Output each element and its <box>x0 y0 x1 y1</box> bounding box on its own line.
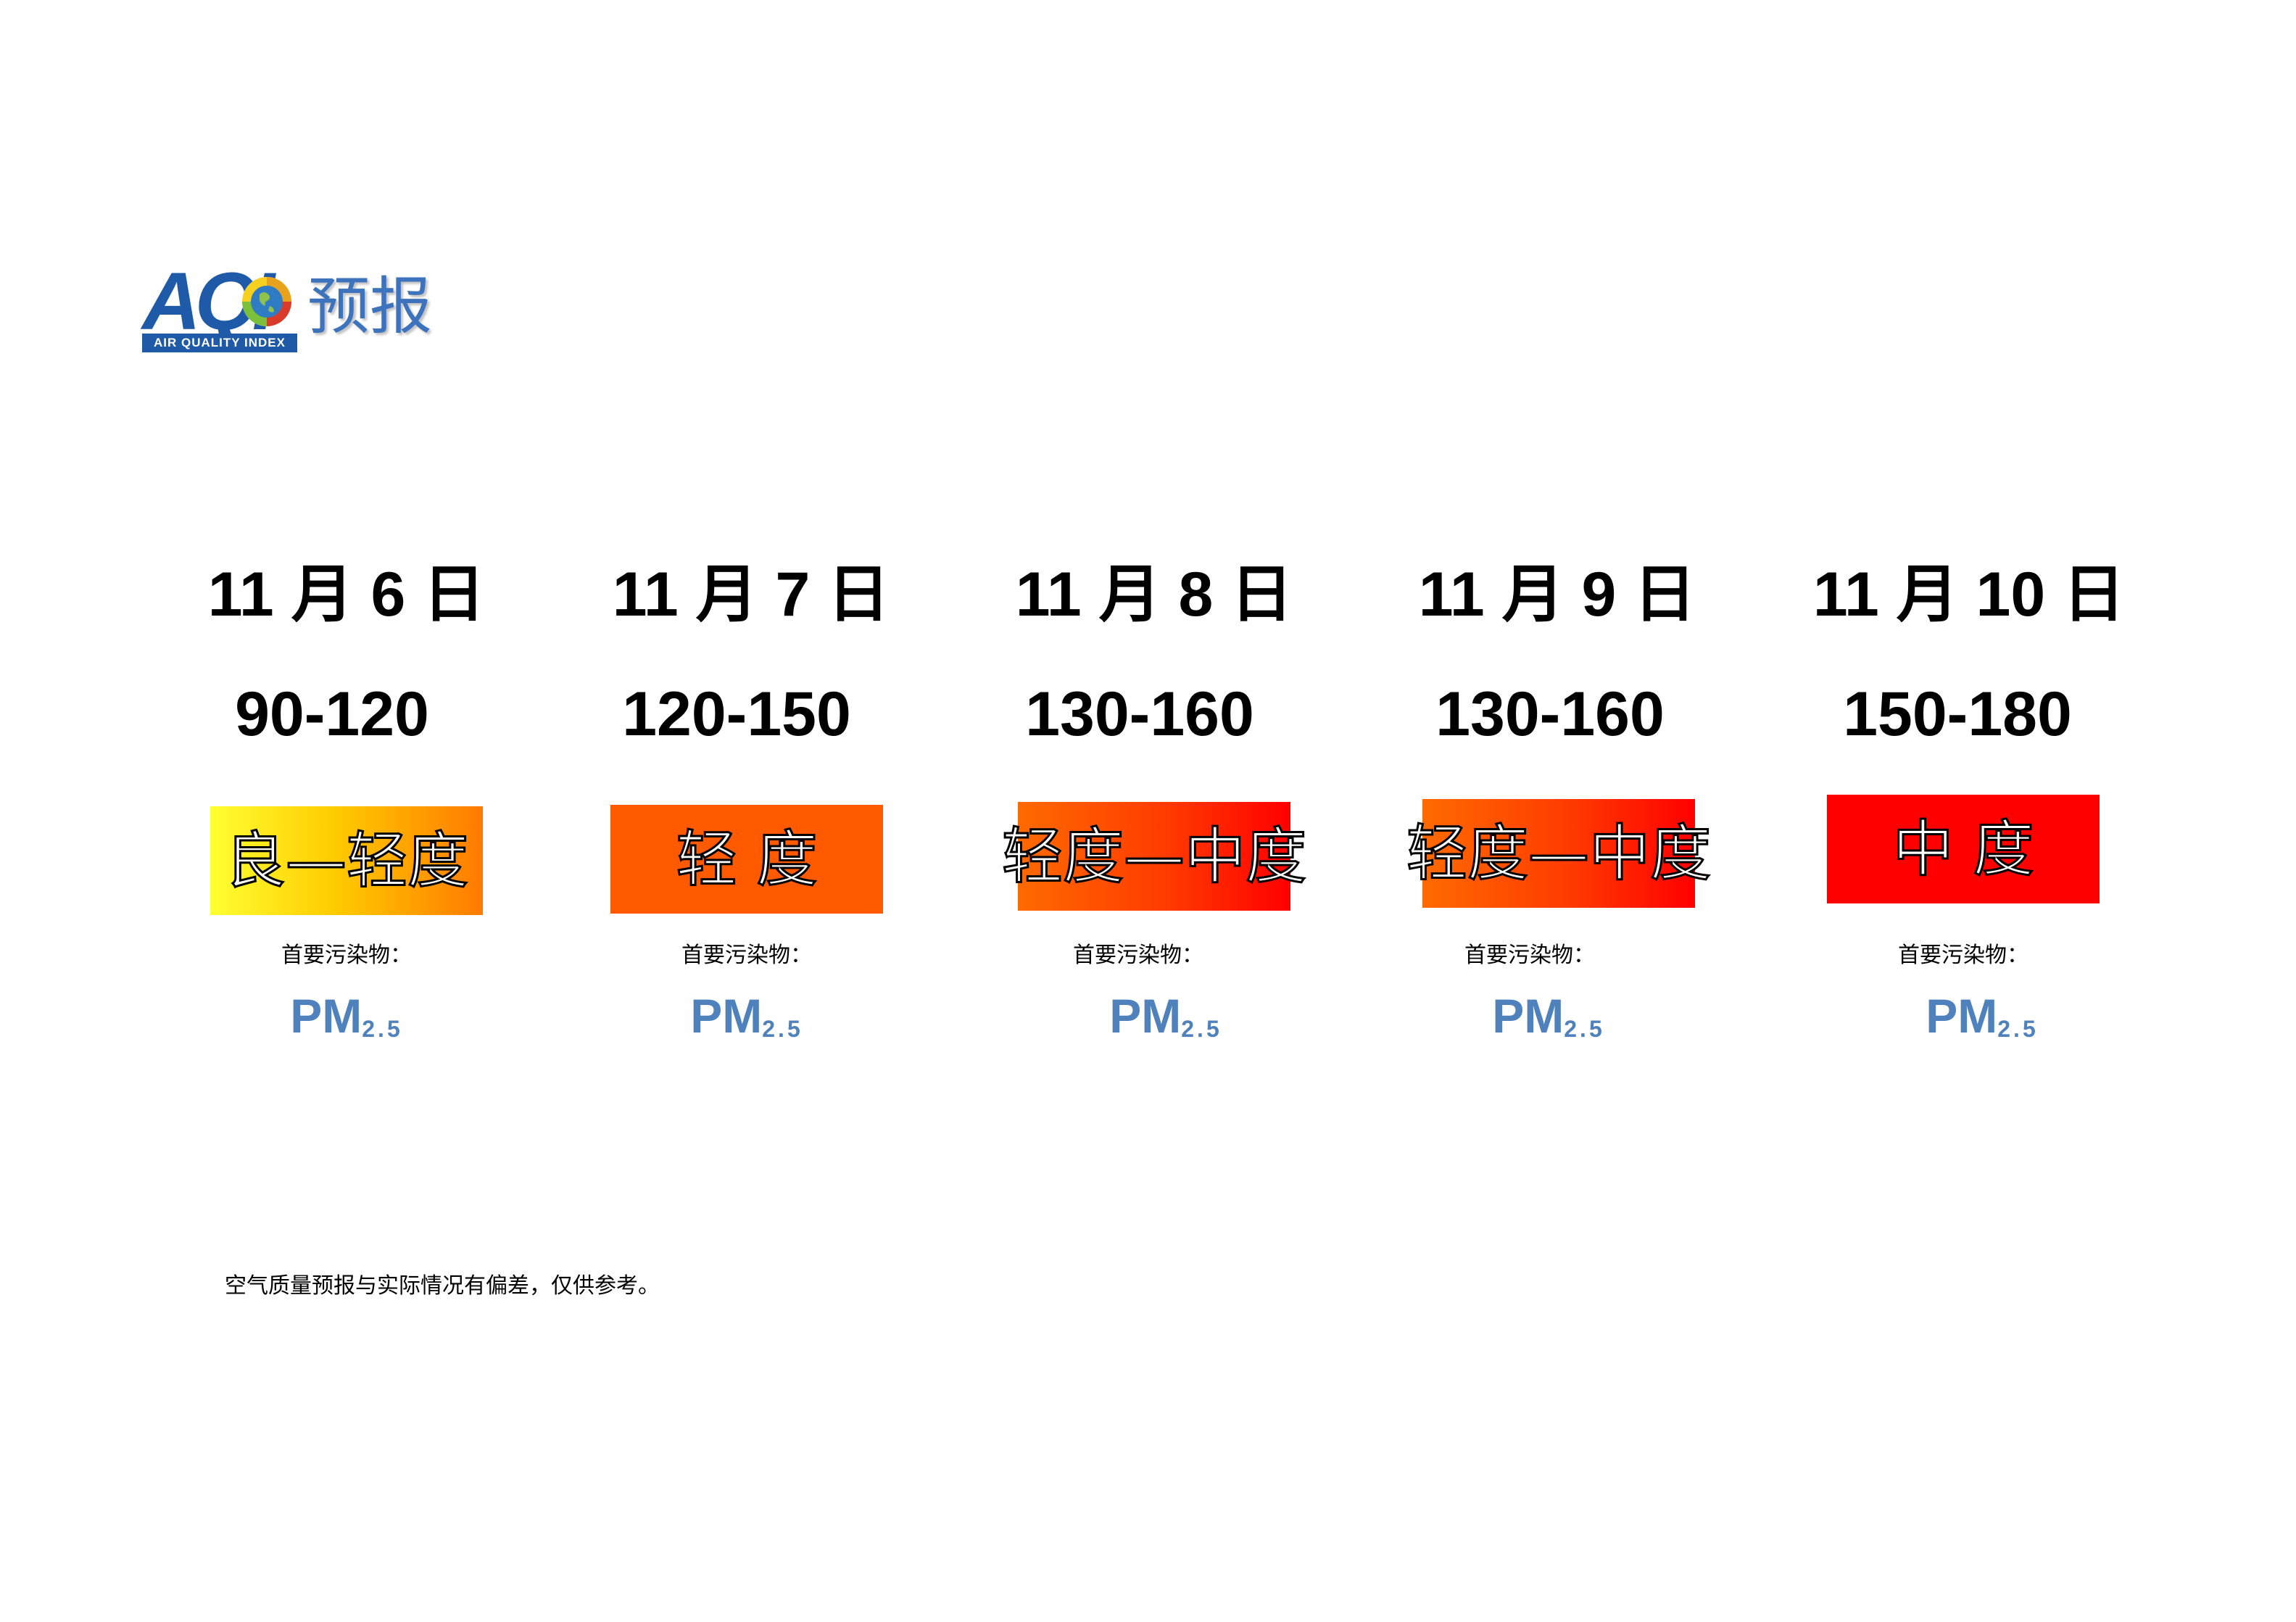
level-text: 轻 度 <box>675 823 818 896</box>
forecast-date: 11 月 7 日 <box>612 560 890 629</box>
aqi-range: 150-180 <box>1843 679 2072 749</box>
forecast-day-1: 11 月 6 日 90-120 良—轻度 首要污染物： PM2.5 <box>180 0 586 1088</box>
forecast-day-4: 11 月 9 日 130-160 轻度—中度 首要污染物： PM2.5 <box>1391 0 1796 1088</box>
level-text: 良—轻度 <box>223 824 469 898</box>
logo-strip: AIR QUALITY INDEX <box>142 334 297 352</box>
pollutant-value: PM2.5 <box>210 983 483 1057</box>
pollutant-label: 首要污染物： <box>1898 943 2028 968</box>
level-text: 中 度 <box>1891 813 2035 886</box>
aqi-logo: AQI AIR QUALITY INDEX 预报 <box>142 261 447 355</box>
pollutant-label: 首要污染物： <box>681 943 812 968</box>
pollutant-sub: 2.5 <box>1181 1016 1222 1042</box>
forecast-date: 11 月 9 日 <box>1418 560 1696 629</box>
pollutant-sub: 2.5 <box>1997 1016 2039 1042</box>
forecast-day-3: 11 月 8 日 130-160 轻度—中度 首要污染物： PM2.5 <box>987 0 1393 1088</box>
pollutant-main: PM <box>1926 989 1998 1043</box>
level-text: 轻度—中度 <box>1405 817 1712 890</box>
pollutant-label: 首要污染物： <box>1073 943 1203 968</box>
pollutant-value: PM2.5 <box>1029 983 1302 1057</box>
pollutant-label: 首要污染物： <box>281 943 412 968</box>
pollutant-main: PM <box>690 989 763 1043</box>
forecast-date: 11 月 6 日 <box>207 560 486 629</box>
pollutant-value: PM2.5 <box>610 983 883 1057</box>
forecast-date: 11 月 10 日 <box>1812 560 2126 629</box>
forecast-day-2: 11 月 7 日 120-150 轻 度 首要污染物： PM2.5 <box>584 0 990 1088</box>
pollutant-main: PM <box>290 989 362 1043</box>
level-badge: 良—轻度 <box>210 806 483 915</box>
aqi-range: 120-150 <box>622 679 851 749</box>
pollutant-value: PM2.5 <box>1412 983 1685 1057</box>
level-badge: 轻 度 <box>610 805 883 914</box>
page-title: 预报 <box>307 270 432 343</box>
forecast-day-5: 11 月 10 日 150-180 中 度 首要污染物： PM2.5 <box>1795 0 2201 1088</box>
pollutant-main: PM <box>1109 989 1182 1043</box>
forecast-date: 11 月 8 日 <box>1015 560 1293 629</box>
pollutant-sub: 2.5 <box>362 1016 403 1042</box>
aqi-range: 130-160 <box>1025 679 1254 749</box>
pollutant-value: PM2.5 <box>1846 983 2118 1057</box>
aqi-range: 130-160 <box>1435 679 1665 749</box>
pollutant-sub: 2.5 <box>762 1016 803 1042</box>
level-badge: 轻度—中度 <box>1000 802 1308 911</box>
level-badge: 中 度 <box>1827 795 2100 903</box>
pollutant-main: PM <box>1492 989 1564 1043</box>
level-text: 轻度—中度 <box>1000 820 1307 893</box>
pollutant-sub: 2.5 <box>1564 1016 1605 1042</box>
globe-icon <box>242 277 291 326</box>
pollutant-label: 首要污染物： <box>1464 943 1595 968</box>
aqi-range: 90-120 <box>235 679 429 749</box>
level-badge: 轻度—中度 <box>1405 799 1712 908</box>
disclaimer-note: 空气质量预报与实际情况有偏差，仅供参考。 <box>225 1273 660 1299</box>
